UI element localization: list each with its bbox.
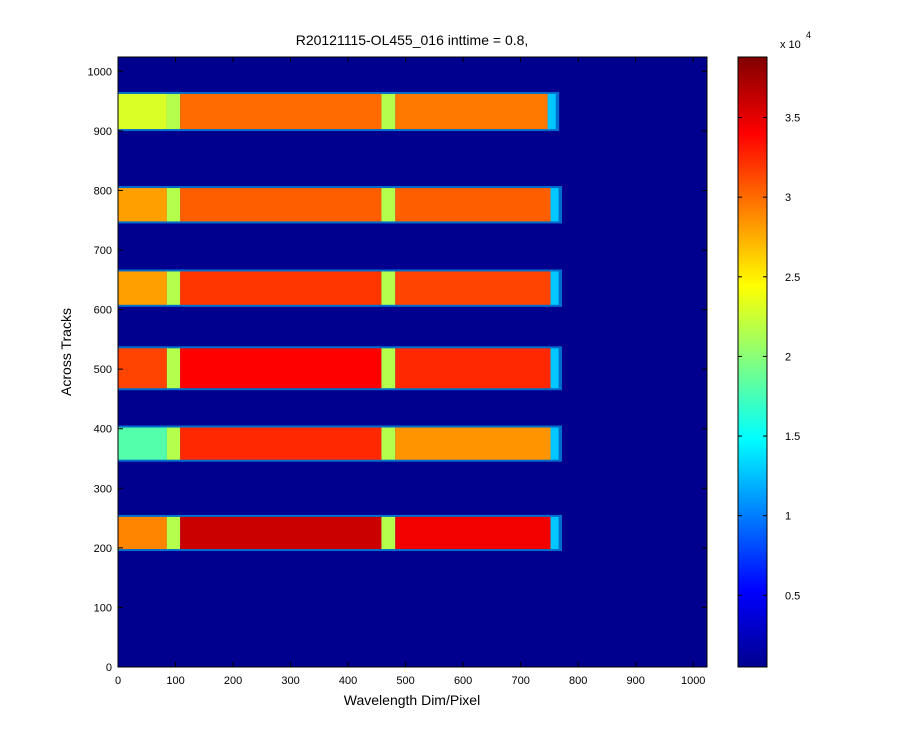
- plot-frame: [117, 56, 708, 668]
- x-tick-label: 700: [511, 675, 529, 687]
- track-segment-2: [395, 427, 551, 460]
- track-gap-1: [166, 427, 181, 460]
- colorbar-tick-label: 0.5: [785, 590, 800, 602]
- colorbar: [737, 56, 768, 668]
- x-tick-label: 400: [339, 675, 357, 687]
- colorbar-exponent: 4: [806, 30, 811, 40]
- track-segment-2: [395, 271, 551, 305]
- track-band: [118, 186, 563, 224]
- track-gap-2: [381, 516, 396, 550]
- track-left-segment: [118, 271, 167, 305]
- x-tick-label: 0: [115, 675, 121, 687]
- track-band: [118, 425, 563, 462]
- x-tick-label: 300: [281, 675, 299, 687]
- track-edge: [547, 93, 556, 130]
- y-tick-label: 200: [94, 543, 112, 555]
- chart-title: R20121115-OL455_016 inttime = 0.8,: [296, 32, 529, 48]
- track-band: [118, 91, 560, 132]
- y-axis: 0 100 200 300 400 500 600 700 800 900 1000: [88, 66, 707, 674]
- track-segment-1: [180, 348, 382, 389]
- track-band: [118, 514, 563, 552]
- track-gap-2: [381, 348, 396, 389]
- track-edge: [550, 348, 559, 389]
- track-segment-2: [395, 188, 551, 222]
- track-band: [118, 346, 563, 391]
- x-tick-label: 600: [454, 675, 472, 687]
- track-segment-1: [180, 427, 382, 460]
- x-axis-label: Wavelength Dim/Pixel: [344, 692, 480, 708]
- track-edge: [550, 516, 559, 550]
- x-tick-label: 800: [569, 675, 587, 687]
- track-segment-2: [395, 348, 551, 389]
- track-gap-2: [381, 271, 396, 305]
- x-axis: 0 100 200 300 400 500 600 700 800 900 1000: [115, 57, 705, 687]
- y-tick-label: 800: [94, 185, 112, 197]
- track-gap-1: [166, 271, 181, 305]
- track-segment-2: [395, 93, 548, 130]
- track-band: [118, 269, 563, 307]
- track-left-segment: [118, 516, 167, 550]
- x-tick-label: 900: [626, 675, 644, 687]
- x-tick-label: 100: [166, 675, 184, 687]
- y-axis-label: Across Tracks: [58, 308, 74, 396]
- colorbar-tick-label: 1.5: [785, 431, 800, 443]
- colorbar-ticks: 0.5 1 1.5 2 2.5 3 3.5: [738, 113, 800, 602]
- track-layer: [118, 91, 563, 552]
- track-left-segment: [118, 427, 167, 460]
- y-tick-label: 1000: [88, 66, 112, 78]
- y-tick-label: 500: [94, 364, 112, 376]
- y-tick-label: 400: [94, 424, 112, 436]
- y-tick-label: 0: [106, 662, 112, 674]
- track-edge: [550, 271, 559, 305]
- track-gap-1: [166, 516, 181, 550]
- track-gap-2: [381, 427, 396, 460]
- track-gap-2: [381, 93, 396, 130]
- y-tick-label: 300: [94, 483, 112, 495]
- track-left-segment: [118, 93, 167, 130]
- track-segment-1: [180, 516, 382, 550]
- track-gap-1: [166, 188, 181, 222]
- colorbar-tick-label: 2: [785, 351, 791, 363]
- x-tick-label: 1000: [681, 675, 705, 687]
- x-tick-label: 500: [396, 675, 414, 687]
- track-gap-1: [166, 348, 181, 389]
- track-gap-2: [381, 188, 396, 222]
- track-segment-1: [180, 271, 382, 305]
- track-left-segment: [118, 348, 167, 389]
- track-left-segment: [118, 188, 167, 222]
- colorbar-multiplier: x 10: [780, 39, 801, 51]
- y-tick-label: 100: [94, 602, 112, 614]
- y-tick-label: 900: [94, 126, 112, 138]
- colorbar-tick-label: 3: [785, 192, 791, 204]
- colorbar-tick-label: 2.5: [785, 272, 800, 284]
- colorbar-tick-label: 1: [785, 511, 791, 523]
- y-tick-label: 600: [94, 305, 112, 317]
- y-tick-label: 700: [94, 245, 112, 257]
- x-tick-label: 200: [224, 675, 242, 687]
- colorbar-tick-label: 3.5: [785, 113, 800, 125]
- track-gap-1: [166, 93, 181, 130]
- track-edge: [550, 188, 559, 222]
- track-segment-2: [395, 516, 551, 550]
- track-segment-1: [180, 188, 382, 222]
- track-edge: [550, 427, 559, 460]
- track-segment-1: [180, 93, 382, 130]
